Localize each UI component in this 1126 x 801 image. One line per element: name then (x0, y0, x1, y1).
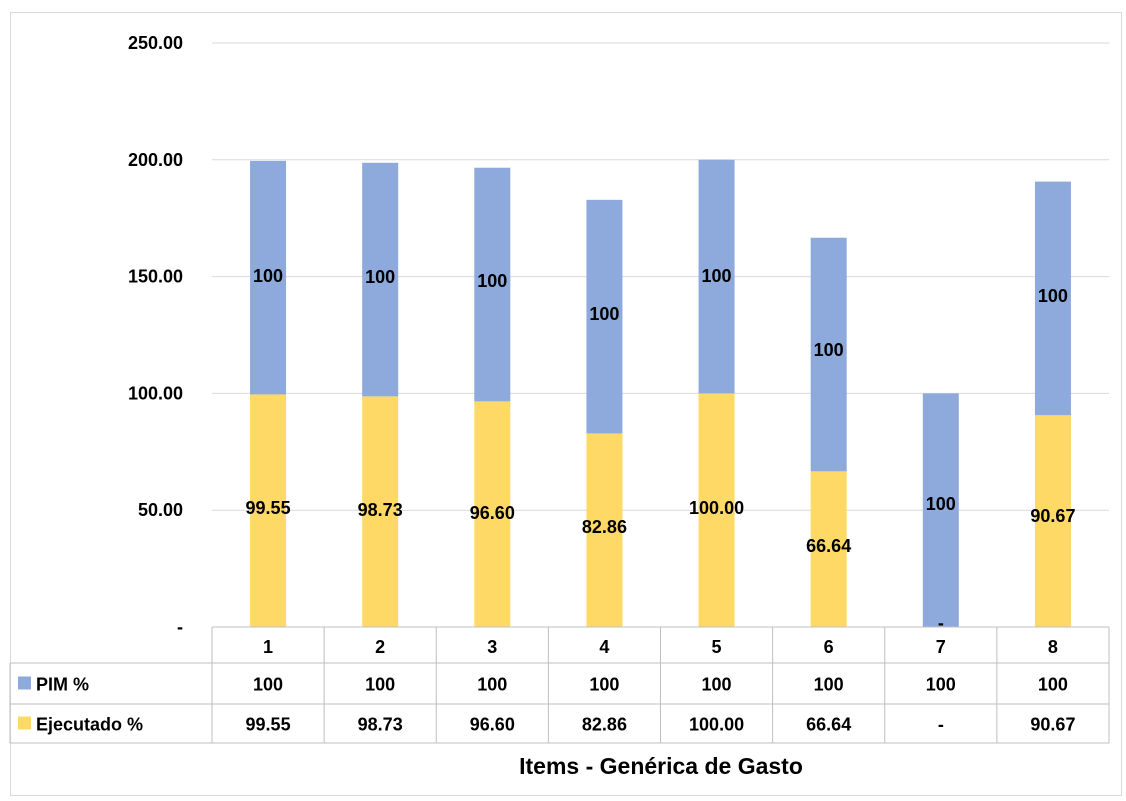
table-cell: 100.00 (689, 715, 744, 735)
x-category-label: 7 (936, 637, 946, 657)
data-label: 99.55 (246, 498, 291, 518)
data-label: 100 (1038, 286, 1068, 306)
table-cell: 100 (926, 675, 956, 695)
y-axis: - 50.00 100.00 150.00 200.00 250.00 (128, 33, 183, 637)
data-label: 100 (365, 267, 395, 287)
table-cell: 100 (365, 675, 395, 695)
data-label: 96.60 (470, 503, 515, 523)
bar-pim-1 (250, 160, 287, 395)
bars (250, 159, 1071, 627)
bar-pim-5 (698, 159, 735, 394)
table-cell: - (938, 715, 944, 735)
bar-ejecutado-8 (1034, 415, 1071, 627)
y-tick-label: 50.00 (138, 500, 183, 520)
bar-labels: 99.55 100 98.73 100 96.60 100 82.86 100 100.00 10… (246, 266, 1076, 633)
table-cell: 98.73 (358, 715, 403, 735)
gridlines (212, 42, 1109, 511)
data-label: 100 (926, 494, 956, 514)
data-label: - (938, 613, 944, 633)
y-tick-label: 100.00 (128, 383, 183, 403)
x-category-label: 3 (487, 637, 497, 657)
y-tick-label: 150.00 (128, 267, 183, 287)
table-cell: 100 (1038, 675, 1068, 695)
bar-pim-4 (586, 199, 623, 434)
bar-ejecutado-1 (250, 394, 287, 627)
x-axis-title: Items - Genérica de Gasto (519, 753, 803, 779)
x-category-label: 5 (712, 637, 722, 657)
table-cell: 100 (702, 675, 732, 695)
data-label: 100 (253, 266, 283, 286)
x-category-label: 2 (375, 637, 385, 657)
legend-swatch (18, 716, 31, 730)
table-cell: 66.64 (806, 715, 851, 735)
data-table: 1 2 3 4 5 6 7 8 PIM % 100 100 100 100 100 100 100 100 Eje… (9, 626, 1110, 744)
data-label: 100.00 (689, 498, 744, 518)
table-cell: 100 (253, 675, 283, 695)
data-label: 100 (814, 340, 844, 360)
bar-pim-8 (1034, 181, 1071, 416)
table-cell: 82.86 (582, 715, 627, 735)
data-label: 100 (477, 271, 507, 291)
table-cell: 100 (814, 675, 844, 695)
table-cell: 96.60 (470, 715, 515, 735)
data-label: 82.86 (582, 517, 627, 537)
data-label: 100 (702, 266, 732, 286)
x-category-label: 6 (824, 637, 834, 657)
bar-ejecutado-4 (586, 433, 623, 627)
data-label: 90.67 (1030, 506, 1075, 526)
bar-pim-2 (362, 162, 399, 397)
table-cell: 90.67 (1030, 715, 1075, 735)
bar-pim-6 (810, 237, 847, 472)
bar-ejecutado-6 (810, 471, 847, 627)
y-tick-label: 250.00 (128, 33, 183, 53)
bar-pim-3 (474, 167, 511, 402)
table-cell: 99.55 (246, 715, 291, 735)
x-category-label: 1 (263, 637, 273, 657)
x-category-label: 4 (599, 637, 609, 657)
legend-label: PIM % (36, 675, 89, 695)
data-label: 98.73 (358, 500, 403, 520)
legend-swatch (18, 676, 31, 690)
bar-ejecutado-2 (362, 396, 399, 627)
table-cell: 100 (589, 675, 619, 695)
data-label: 66.64 (806, 536, 851, 556)
legend-label: Ejecutado % (36, 715, 143, 735)
bar-pim-7 (922, 393, 959, 627)
x-category-label: 8 (1048, 637, 1058, 657)
bar-ejecutado-5 (698, 393, 735, 627)
y-tick-label: - (177, 617, 183, 637)
table-cell: 100 (477, 675, 507, 695)
bar-ejecutado-3 (474, 401, 511, 627)
y-tick-label: 200.00 (128, 150, 183, 170)
data-label: 100 (589, 304, 619, 324)
